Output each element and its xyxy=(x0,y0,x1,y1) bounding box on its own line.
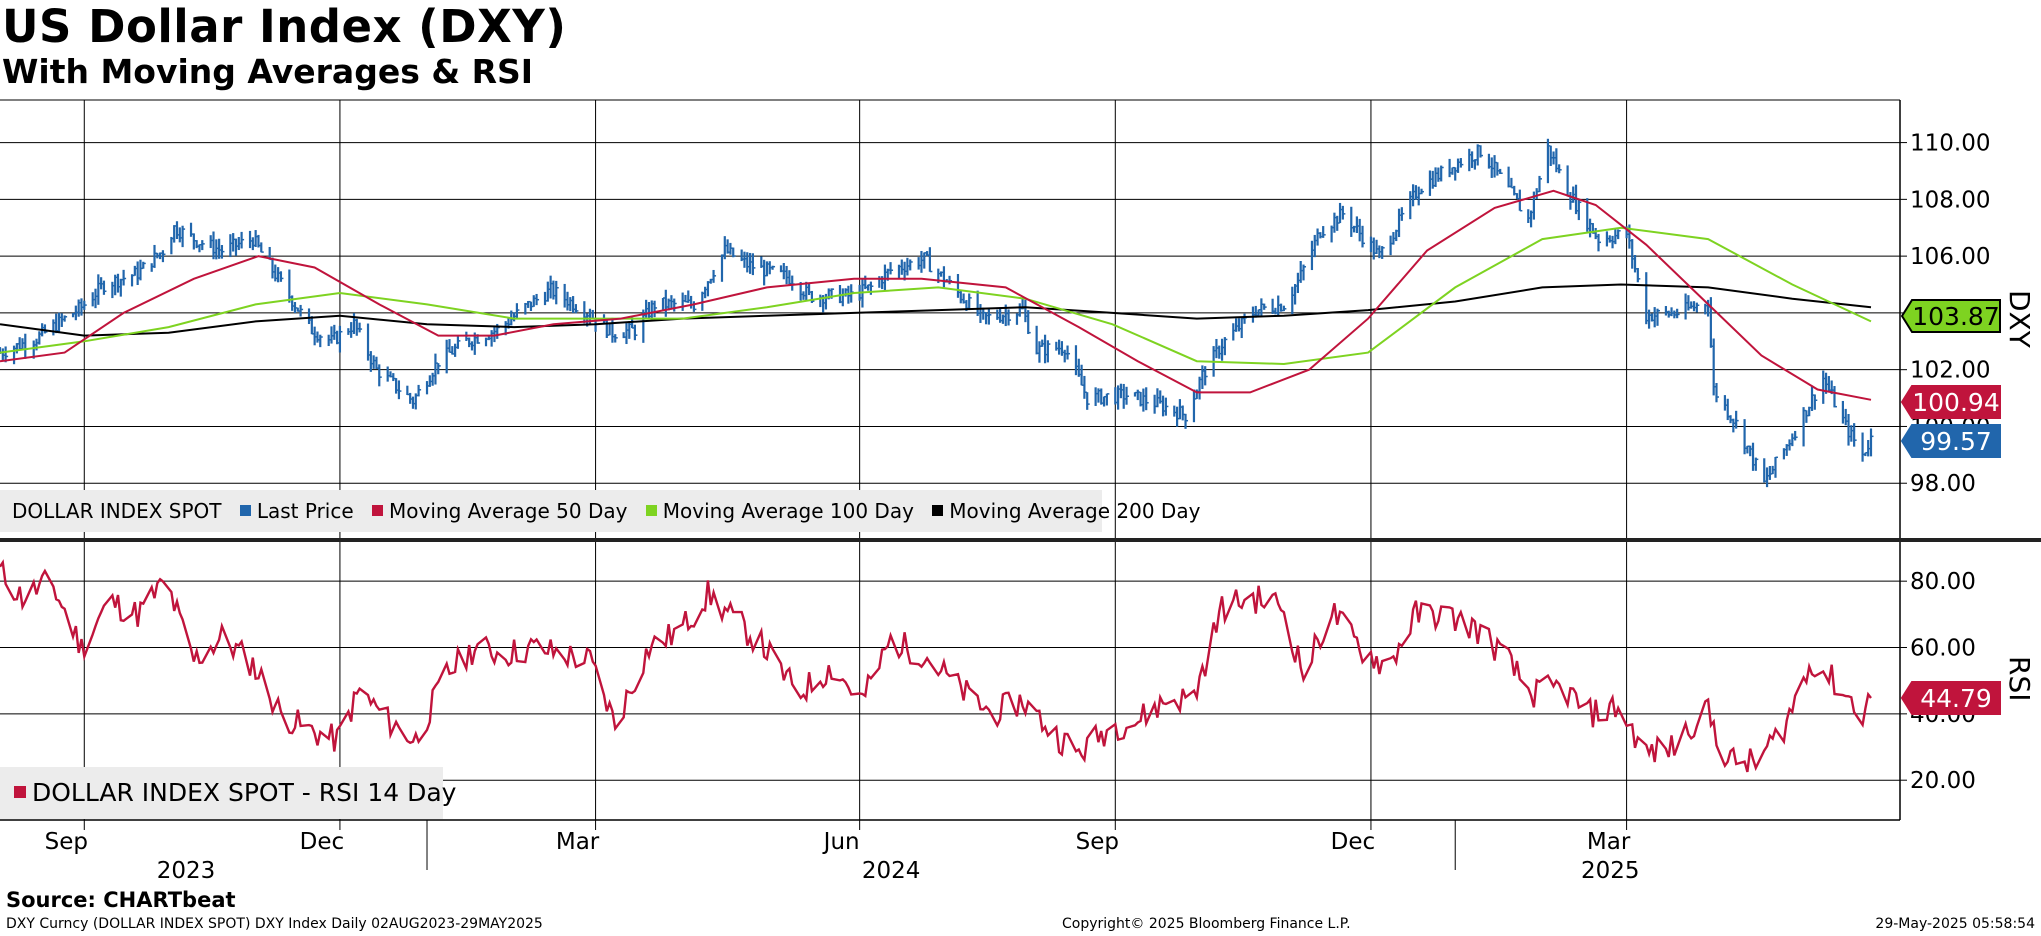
label-rsi-value: 44.79 xyxy=(1900,680,2001,715)
y-tick-label: 20.00 xyxy=(1910,768,1976,794)
legend-swatch-ma50 xyxy=(372,505,384,516)
label-ma50-value-box xyxy=(1900,385,2001,419)
price-axis-title: DXY xyxy=(2003,290,2036,349)
label-rsi-value-text: 44.79 xyxy=(1920,684,1992,713)
legend-swatch-ma100 xyxy=(645,505,657,516)
label-ma200-value-text: 103.87 xyxy=(1912,302,1999,331)
footer-copyright: Copyright© 2025 Bloomberg Finance L.P. xyxy=(1062,916,1351,932)
x-year-label: 2024 xyxy=(862,858,921,884)
legend-item-last-price: Last Price xyxy=(256,499,354,523)
x-month-label: Jun xyxy=(822,829,860,855)
label-ma50-value-text: 100.94 xyxy=(1912,388,1999,417)
source-note: Source: CHARTbeat xyxy=(6,888,236,912)
y-tick-label: 60.00 xyxy=(1910,636,1976,662)
label-last-price-text: 99.57 xyxy=(1920,427,1992,456)
moving-average-lines xyxy=(0,189,1872,401)
x-year-label: 2025 xyxy=(1581,858,1640,884)
legend-swatch-rsi xyxy=(14,786,26,798)
label-ma50-value: 100.94 xyxy=(1900,385,2001,419)
ma200-line xyxy=(0,283,1872,337)
footer-ticker-info: DXY Curncy (DOLLAR INDEX SPOT) DXY Index… xyxy=(6,916,543,932)
label-ma200-value: 103.87 xyxy=(1900,299,2001,333)
label-rsi-value-box xyxy=(1900,680,2001,715)
y-tick-label: 108.00 xyxy=(1910,187,1990,213)
legend-rsi: DOLLAR INDEX SPOT - RSI 14 Day xyxy=(0,767,456,819)
y-tick-label: 102.00 xyxy=(1910,358,1990,384)
x-month-label: Dec xyxy=(300,829,345,855)
x-month-label: Mar xyxy=(1587,829,1631,855)
footer-timestamp: 29-May-2025 05:58:54 xyxy=(1875,916,2035,932)
ma50-line xyxy=(0,189,1872,401)
ma100-line xyxy=(0,226,1872,366)
y-tick-label: 98.00 xyxy=(1910,471,1976,497)
y-tick-label: 110.00 xyxy=(1910,131,1990,157)
x-month-label: Dec xyxy=(1331,829,1376,855)
x-month-label: Mar xyxy=(556,829,600,855)
y-tick-label: 106.00 xyxy=(1910,244,1990,270)
y-tick-label: 80.00 xyxy=(1910,569,1976,595)
legend-swatch-ma200 xyxy=(932,505,944,516)
label-last-price: 99.57 xyxy=(1900,424,2001,458)
x-month-label: Sep xyxy=(1076,829,1119,855)
rsi-layer xyxy=(0,559,1872,773)
x-year-label: 2023 xyxy=(157,858,216,884)
rsi-axis-title: RSI xyxy=(2003,656,2036,702)
x-month-label: Sep xyxy=(45,829,88,855)
page-subtitle: With Moving Averages & RSI xyxy=(2,52,534,91)
legend-item-rsi: DOLLAR INDEX SPOT - RSI 14 Day xyxy=(32,778,457,807)
legend-title: DOLLAR INDEX SPOT xyxy=(12,499,222,523)
legend-price: DOLLAR INDEX SPOT Last Price Moving Aver… xyxy=(0,490,1200,532)
label-last-price-box xyxy=(1900,424,2001,458)
grid-layer xyxy=(0,99,1900,820)
legend-item-ma50: Moving Average 50 Day xyxy=(389,499,628,523)
value-label-layer: 103.87 100.94 99.57 44.79 xyxy=(1900,299,2001,715)
page-title: US Dollar Index (DXY) xyxy=(2,0,567,53)
legend-swatch-last-price xyxy=(239,505,251,516)
legend-item-ma200: Moving Average 200 Day xyxy=(949,499,1201,523)
rsi-line xyxy=(0,559,1872,773)
legend-item-ma100: Moving Average 100 Day xyxy=(662,499,914,523)
label-ma200-value-box xyxy=(1900,299,2001,333)
